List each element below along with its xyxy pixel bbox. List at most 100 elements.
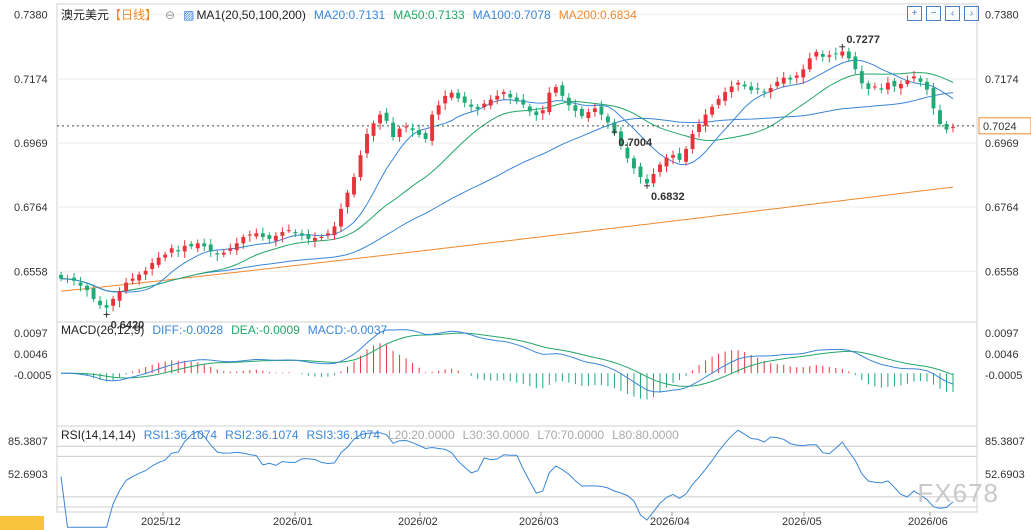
candle-up	[449, 92, 454, 98]
y-tick-label-left: 0.6969	[14, 138, 48, 150]
current-price-label: 0.7024	[983, 121, 1017, 133]
candle-down	[391, 122, 396, 138]
candle-up	[339, 208, 343, 227]
main-panel-frame	[56, 3, 978, 323]
rsi-y-tick-left: 52.6903	[8, 469, 48, 481]
candle-up	[723, 92, 728, 101]
candle-up	[195, 243, 200, 249]
candle-up	[312, 237, 317, 241]
x-tick-label: 2026/02	[398, 516, 438, 528]
scroll-right-icon[interactable]: ›	[964, 6, 979, 21]
moving-average-lines: 0.7024	[57, 59, 1031, 293]
candle-down	[632, 158, 636, 169]
candle-up	[280, 232, 285, 236]
candle-down	[462, 96, 467, 103]
symbol-label[interactable]: 澳元美元	[61, 8, 110, 22]
candle-up	[156, 257, 161, 265]
chart-toolbar: + − ‹ ›	[907, 6, 979, 21]
candle-down	[508, 93, 513, 98]
candle-down	[534, 111, 539, 116]
candle-up	[221, 252, 226, 255]
candle-down	[566, 97, 571, 106]
candle-up	[443, 95, 448, 104]
candle-up	[664, 157, 669, 167]
scroll-left-icon[interactable]: ‹	[945, 6, 960, 21]
candle-down	[833, 53, 838, 55]
zoom-in-icon[interactable]: +	[907, 6, 922, 21]
candle-up	[150, 262, 155, 269]
rsi3-value: RSI3:36.1074	[306, 428, 380, 442]
candle-down	[931, 87, 936, 109]
candle-up	[169, 248, 174, 253]
dea-value: DEA:-0.0009	[231, 323, 300, 337]
candle-up	[488, 99, 493, 106]
candle-up	[345, 192, 350, 208]
candle-down	[65, 278, 70, 280]
candle-down	[514, 97, 519, 102]
candle-down	[267, 235, 272, 239]
candle-down	[299, 233, 304, 236]
x-tick-label: 2026/06	[908, 516, 948, 528]
main-grid	[57, 14, 977, 272]
x-tick-label: 2026/03	[519, 516, 559, 528]
zoom-out-icon[interactable]: −	[926, 6, 941, 21]
current-price-box	[978, 117, 1031, 135]
candle-up	[827, 55, 832, 57]
candle-down	[260, 233, 265, 238]
dea-line	[61, 332, 954, 387]
candle-down	[423, 133, 428, 139]
ma100-value: MA100:0.7078	[472, 8, 551, 22]
y-tick-label-right: 0.6969	[985, 138, 1019, 150]
candle-down	[176, 250, 181, 252]
candle-down	[599, 106, 604, 115]
candle-up	[501, 92, 506, 94]
candle-down	[820, 53, 825, 57]
candle-down	[189, 243, 194, 247]
candle-up	[247, 234, 252, 236]
candle-up	[671, 155, 675, 158]
candle-up	[143, 270, 148, 275]
candle-down	[618, 131, 623, 146]
candle-down	[475, 106, 480, 109]
candle-down	[573, 105, 578, 111]
x-tick-label: 2025/12	[141, 516, 181, 528]
candle-down	[625, 147, 630, 159]
chart-icon[interactable]: ▨	[183, 8, 195, 22]
candle-down	[59, 274, 63, 279]
period-tab[interactable]	[0, 516, 44, 530]
rsi1-value: RSI1:36.1074	[143, 428, 218, 442]
x-axis-ticks: 2025/12 2026/01 2026/02 2026/03 2026/04 2026/…	[141, 512, 948, 528]
candle-down	[879, 88, 884, 90]
candle-down	[944, 123, 949, 130]
candle-up	[124, 282, 129, 292]
candle-down	[456, 92, 461, 99]
candle-up	[651, 173, 656, 184]
ma50-line	[60, 72, 954, 293]
settings-icon[interactable]: ⊖	[165, 8, 176, 22]
macd-y-tick-left: 0.0097	[14, 328, 48, 340]
candle-up	[241, 237, 246, 244]
price-annotations: 0.6420 0.6832 0.7277 0.7004	[103, 34, 880, 332]
candle-down	[202, 243, 207, 247]
ma20-line	[60, 59, 954, 293]
period-label[interactable]: 【日线】	[109, 8, 158, 22]
candle-down	[749, 86, 754, 91]
candle-down	[918, 78, 923, 82]
candle-down	[645, 178, 649, 184]
candle-up	[716, 98, 721, 105]
rsi2-value: RSI2:36.1074	[225, 428, 299, 442]
ma200-value: MA200:0.6834	[558, 8, 637, 22]
candle-up	[117, 291, 122, 301]
candle-up	[703, 114, 708, 126]
candle-down	[72, 277, 76, 281]
l70-value: L70:70.0000	[537, 428, 605, 442]
y-axis-ticks: 0.7380 0.7380 0.7174 0.7174 0.6969 0.6969 0.67…	[8, 10, 1025, 481]
candle-up	[358, 155, 363, 178]
candle-up	[775, 81, 780, 87]
candle-up	[436, 105, 441, 115]
candle-up	[898, 83, 903, 89]
candle-down	[208, 244, 213, 252]
candle-up	[404, 126, 409, 128]
candle-up	[697, 123, 702, 133]
